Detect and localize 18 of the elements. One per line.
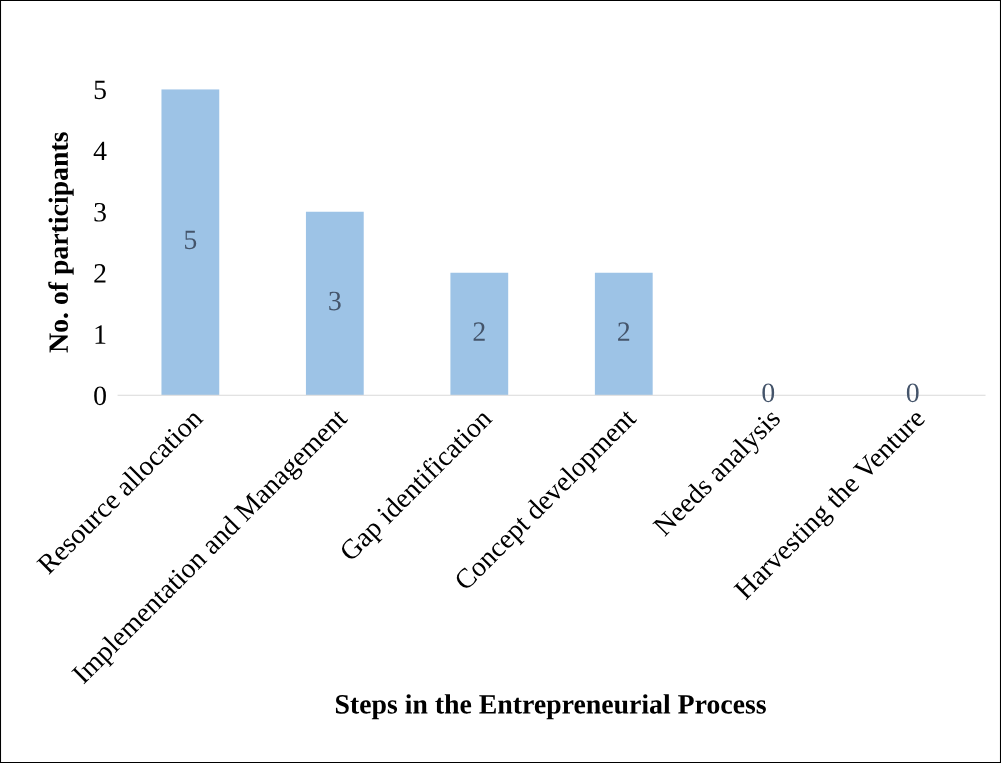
data-label: 2: [618, 322, 630, 341]
y-tick-label: 5: [94, 80, 106, 100]
y-tick-label: 4: [93, 141, 107, 161]
data-label: 0: [906, 383, 919, 403]
y-tick-label: 2: [94, 264, 106, 283]
bar: [305, 211, 364, 396]
y-axis-title: No. of participants: [48, 132, 74, 353]
y-tick-label: 0: [94, 386, 106, 406]
data-label: 3: [329, 291, 341, 311]
x-axis-title: Steps in the Entrepreneurial Process: [335, 694, 766, 720]
bar: [450, 272, 509, 396]
data-label: 5: [185, 230, 197, 250]
y-tick-label: 3: [94, 202, 106, 222]
data-label: 0: [762, 383, 775, 403]
data-label: 2: [473, 322, 485, 341]
bar: [161, 89, 220, 396]
bar: [594, 272, 653, 396]
y-tick-label: 1: [95, 325, 106, 344]
